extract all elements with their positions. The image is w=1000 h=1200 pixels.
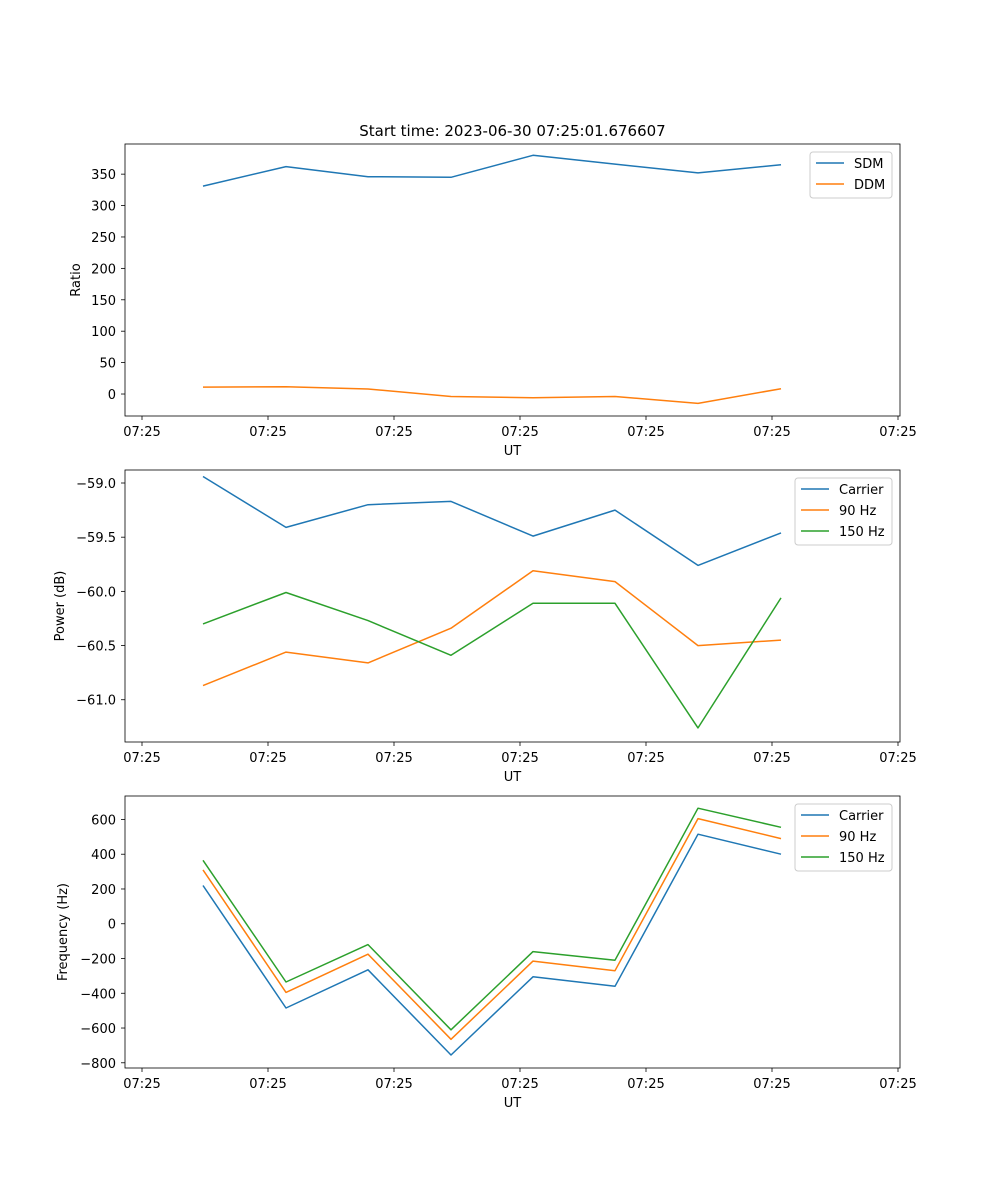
plot-frame	[124, 143, 901, 417]
x-axis-label: UT	[504, 444, 522, 459]
x-tick-label: 07:25	[879, 751, 916, 766]
y-axis-label: Power (dB)	[53, 571, 68, 642]
x-tick-label: 07:25	[753, 751, 790, 766]
chart-panel-1: Start time: 2023-06-30 07:25:01.676607 0 5…	[69, 122, 917, 459]
series-line-90-hz	[202, 570, 782, 687]
series-line-carrier	[202, 475, 782, 567]
y-tick-label: −600	[80, 1022, 116, 1037]
y-tick-label: 300	[91, 200, 116, 215]
y-tick-label: 400	[91, 848, 116, 863]
legend-label: 150 Hz	[839, 851, 885, 866]
chart-panel-2: −61.0 −60.5 −60.0 −59.5 −59.0 07:25 07:25 07:25…	[53, 469, 917, 785]
x-tick-label: 07:25	[753, 1077, 790, 1092]
legend-box	[794, 803, 893, 872]
x-tick-label: 07:25	[879, 1077, 916, 1092]
x-tick-label: 07:25	[753, 425, 790, 440]
legend-label: 90 Hz	[839, 830, 876, 845]
y-tick-label: 0	[108, 918, 116, 933]
y-tick-label: 150	[91, 294, 116, 309]
chart-panel-3: −800 −600 −400 −200 0 200 400 600 07:25 07:25 07:2…	[56, 795, 917, 1111]
y-axis-label: Frequency (Hz)	[56, 883, 71, 981]
legend-label: 150 Hz	[839, 525, 885, 540]
legend-label: Carrier	[839, 809, 884, 824]
plot-frame	[124, 795, 901, 1069]
y-axis-label: Ratio	[69, 263, 84, 296]
chart-title: Start time: 2023-06-30 07:25:01.676607	[359, 122, 665, 140]
x-tick-label: 07:25	[375, 1077, 412, 1092]
y-tick-label: 50	[99, 357, 116, 372]
y-tick-label: 200	[91, 883, 116, 898]
y-tick-label: −59.5	[76, 531, 116, 546]
y-tick-label: 350	[91, 168, 116, 183]
y-tick-label: −60.0	[76, 585, 116, 600]
x-tick-label: 07:25	[375, 751, 412, 766]
legend-label: 90 Hz	[839, 504, 876, 519]
legend-label: Carrier	[839, 483, 884, 498]
legend: Carrier 90 Hz 150 Hz	[794, 477, 893, 546]
series-line-150-hz	[202, 807, 782, 1031]
y-tick-label: −800	[80, 1057, 116, 1072]
legend-label: DDM	[854, 178, 885, 193]
y-tick-label: −61.0	[76, 694, 116, 709]
x-tick-label: 07:25	[627, 1077, 664, 1092]
x-tick-label: 07:25	[879, 425, 916, 440]
series-line-sdm	[202, 154, 782, 187]
y-tick-label: −59.0	[76, 477, 116, 492]
x-tick-label: 07:25	[375, 425, 412, 440]
x-tick-label: 07:25	[123, 425, 160, 440]
series-line-carrier	[202, 833, 782, 1056]
x-tick-label: 07:25	[249, 751, 286, 766]
y-tick-label: 200	[91, 262, 116, 277]
y-tick-label: 0	[108, 388, 116, 403]
x-tick-label: 07:25	[501, 1077, 538, 1092]
series-line-ddm	[202, 386, 782, 405]
legend: Carrier 90 Hz 150 Hz	[794, 803, 893, 872]
series-line-150-hz	[202, 591, 782, 729]
x-tick-label: 07:25	[123, 1077, 160, 1092]
series-line-90-hz	[202, 817, 782, 1041]
x-tick-label: 07:25	[249, 1077, 286, 1092]
y-tick-label: −60.5	[76, 640, 116, 655]
x-tick-label: 07:25	[627, 425, 664, 440]
x-tick-label: 07:25	[501, 751, 538, 766]
y-tick-label: 100	[91, 325, 116, 340]
y-tick-label: 250	[91, 231, 116, 246]
x-tick-label: 07:25	[123, 751, 160, 766]
x-tick-label: 07:25	[627, 751, 664, 766]
x-tick-label: 07:25	[249, 425, 286, 440]
y-tick-label: −400	[80, 987, 116, 1002]
y-tick-label: 600	[91, 813, 116, 828]
x-axis-label: UT	[504, 770, 522, 785]
plot-frame	[124, 469, 901, 743]
y-tick-label: −200	[80, 953, 116, 968]
x-axis-label: UT	[504, 1096, 522, 1111]
legend-label: SDM	[854, 157, 883, 172]
legend: SDM DDM	[809, 151, 893, 199]
legend-box	[794, 477, 893, 546]
x-tick-label: 07:25	[501, 425, 538, 440]
